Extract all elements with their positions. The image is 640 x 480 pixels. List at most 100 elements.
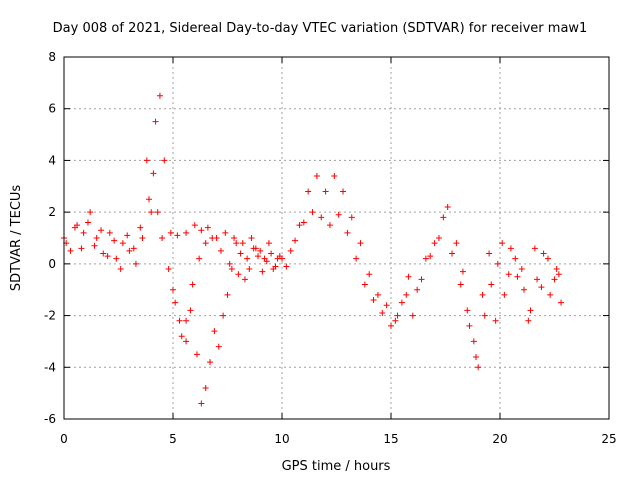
data-point [340,188,347,195]
data-point [551,276,558,283]
data-point [344,229,351,236]
data-point [257,247,264,254]
data-point [322,188,329,195]
data-point [403,291,410,298]
chart-title: Day 008 of 2021, Sidereal Day-to-day VTE… [53,21,588,36]
data-point [244,255,251,262]
data-point [250,245,257,252]
data-point [431,240,438,247]
data-point [398,299,405,306]
data-point [91,242,98,249]
data-point [475,364,482,371]
series-track-3 [170,240,283,407]
data-point [231,235,238,241]
data-point [255,253,262,260]
data-point [237,250,244,257]
y-tick-label: 2 [48,205,56,219]
data-point [117,266,124,273]
y-tick-label: 4 [48,153,56,167]
data-point [374,291,381,298]
data-point [268,250,275,257]
data-point [405,273,412,280]
y-tick-label: 8 [48,50,56,64]
data-point [124,232,131,239]
data-point [459,268,466,275]
data-point [198,227,205,234]
data-point [518,266,525,273]
data-point [196,255,203,262]
data-point [544,255,551,262]
data-point [379,309,386,316]
y-tick-label: -4 [44,360,56,374]
x-tick-label: 5 [169,432,177,446]
data-point [499,240,506,247]
data-point [457,281,464,288]
data-point [215,343,222,350]
data-point [464,307,471,314]
y-tick-label: 0 [48,257,56,271]
data-point [187,307,194,314]
data-point [265,240,272,247]
data-point [193,351,200,358]
data-point [305,188,312,195]
data-point [501,291,508,298]
data-point [130,245,137,252]
data-point [392,317,399,324]
data-point [207,359,214,366]
data-point [246,266,253,273]
data-point [276,253,283,260]
data-point [525,317,532,324]
data-point [444,203,451,210]
data-point [80,229,87,236]
data-point [176,317,183,324]
data-point [512,255,519,262]
data-point [492,317,499,324]
data-point [126,247,133,254]
data-point [165,266,172,273]
data-point [139,235,146,241]
data-point [167,229,174,236]
data-point [300,219,307,226]
data-point [211,328,218,335]
data-point [440,214,447,221]
data-point [394,312,401,319]
data-point [507,245,514,252]
data-point [161,157,168,164]
data-point [505,271,512,278]
data-point [98,227,105,234]
data-point [553,266,560,273]
data-point [427,253,434,260]
data-point [309,209,316,216]
data-point [534,276,541,283]
data-point [414,286,421,293]
data-point [527,307,534,314]
data-point [104,253,111,260]
data-point [263,258,270,265]
data-point [494,260,501,267]
data-point [422,255,429,262]
data-point [174,232,181,239]
axis-ticks: 0 5 10 15 20 25 -6 -4 -2 0 2 4 6 8 [44,50,617,446]
x-tick-label: 15 [383,432,398,446]
data-point [555,271,562,278]
data-point [388,322,394,329]
data-point [67,247,74,254]
data-point [435,235,442,241]
data-points [61,92,565,407]
y-tick-label: 6 [48,102,56,116]
data-point [213,235,220,241]
data-point [272,263,279,270]
data-point [178,333,185,340]
data-point [488,281,495,288]
data-point [370,297,377,304]
y-tick-label: -2 [44,309,56,323]
grid-lines [64,57,609,419]
data-point [183,338,190,345]
data-point [183,317,190,324]
data-point [172,299,179,306]
data-point [470,338,477,345]
plot-frame [63,56,610,420]
data-point [71,224,78,231]
data-point [217,247,224,254]
data-point [170,286,176,293]
